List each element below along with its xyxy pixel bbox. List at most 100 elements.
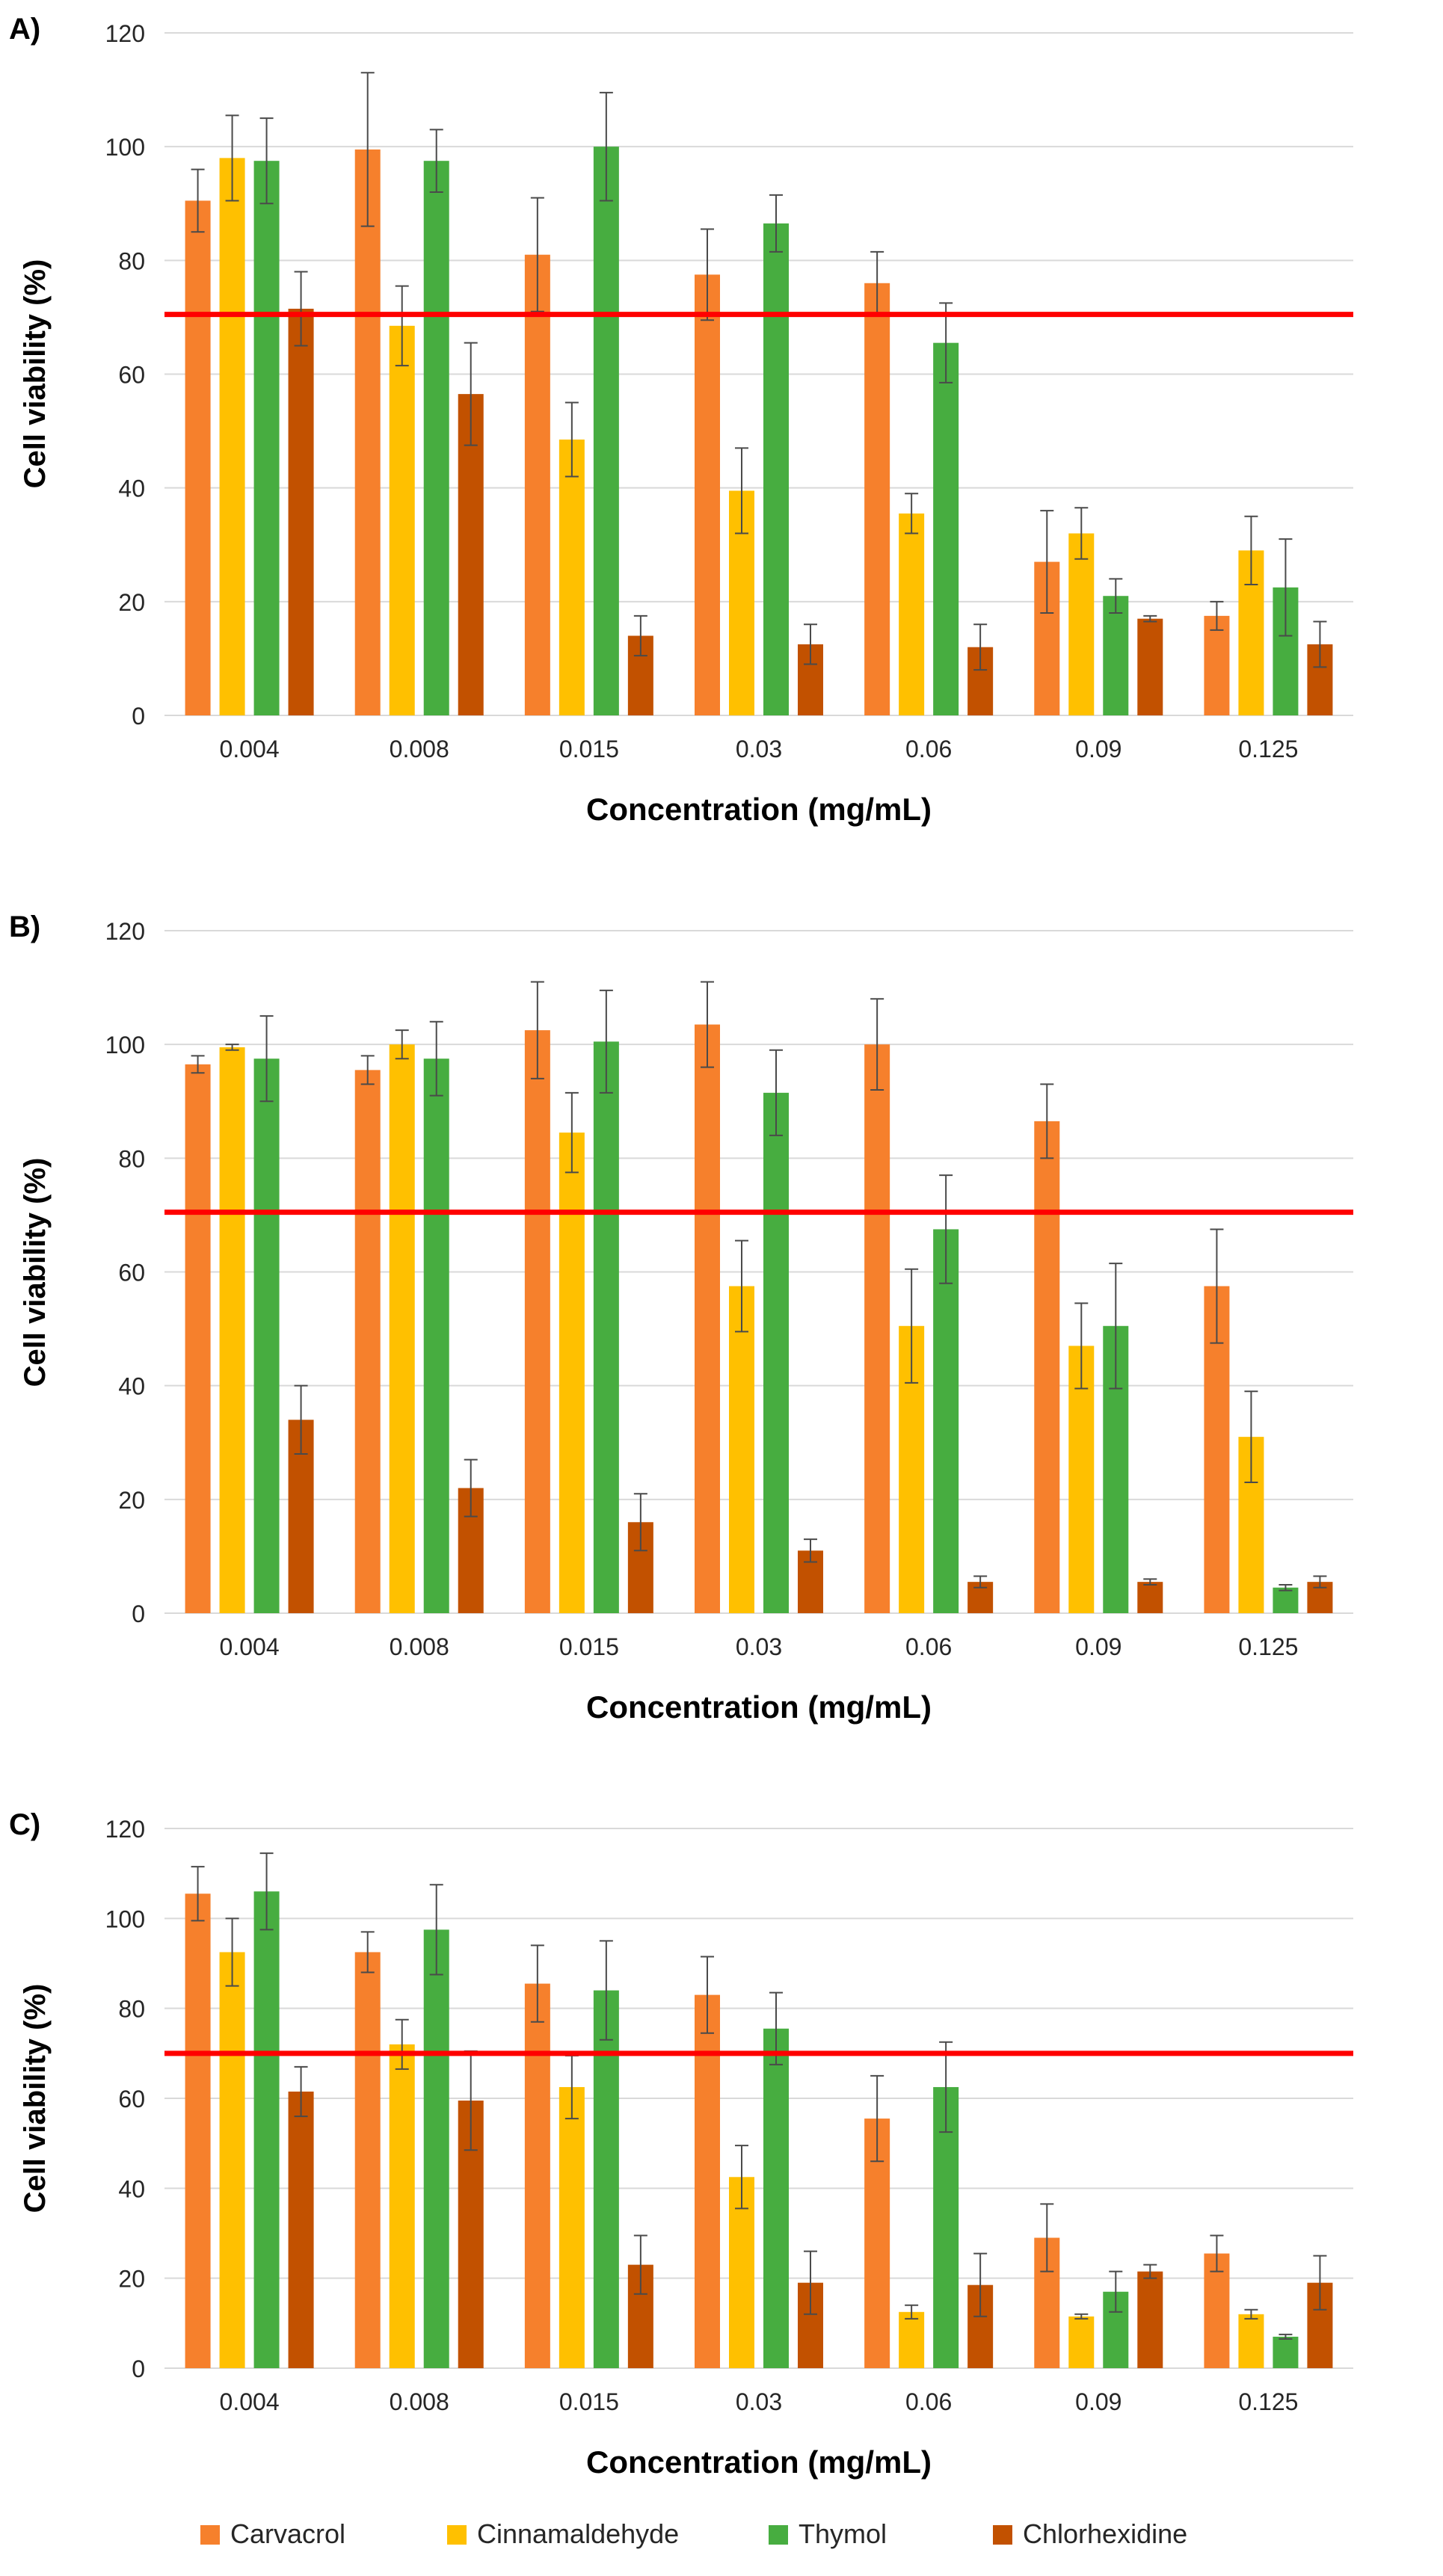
bar-cinnamaldehyde-0-09	[1068, 1346, 1095, 1613]
error-bar-carvacrol-0-125	[1210, 1228, 1224, 1344]
bar-cinnamaldehyde-0-015	[559, 2086, 585, 2368]
y-tick-label: 60	[118, 1260, 145, 1287]
error-bar-chlorhexidine-0-125	[1313, 620, 1327, 668]
error-bar-cinnamaldehyde-0-125	[1244, 515, 1258, 586]
error-bar-carvacrol-0-125	[1210, 2234, 1224, 2273]
error-bar-chlorhexidine-0-004	[294, 2065, 308, 2118]
error-bar-carvacrol-0-015	[530, 197, 544, 312]
x-axis-label: Concentration (mg/mL)	[586, 2444, 932, 2480]
y-tick-label: 40	[118, 475, 145, 502]
panel-label: B)	[9, 910, 40, 943]
error-bar-carvacrol-0-09	[1040, 2203, 1054, 2273]
error-bar-carvacrol-0-008	[360, 1055, 375, 1085]
x-tick-label: 0.008	[390, 2388, 449, 2415]
error-bar-thymol-0-004	[259, 117, 274, 205]
error-bar-thymol-0-03	[769, 194, 783, 253]
error-bar-carvacrol-0-09	[1040, 1083, 1054, 1159]
y-tick-label: 100	[105, 1905, 145, 1932]
error-bar-cinnamaldehyde-0-09	[1074, 507, 1089, 560]
error-bar-cinnamaldehyde-0-09	[1074, 2313, 1089, 2320]
bar-thymol-0-004	[253, 1059, 280, 1613]
error-bar-carvacrol-0-008	[360, 72, 375, 227]
error-bar-thymol-0-015	[599, 1940, 613, 2041]
y-tick-label: 80	[118, 1145, 145, 1172]
bar-carvacrol-0-008	[354, 1952, 381, 2368]
x-tick-label: 0.03	[736, 736, 782, 762]
y-axis-label: Cell viability (%)	[19, 1158, 52, 1387]
bar-thymol-0-125	[1273, 2336, 1299, 2368]
bar-cinnamaldehyde-0-004	[219, 1047, 245, 1613]
error-bar-carvacrol-0-015	[530, 1944, 544, 2023]
bar-thymol-0-004	[253, 1891, 280, 2368]
x-axis-label: Concentration (mg/mL)	[586, 792, 932, 827]
bar-thymol-0-09	[1103, 596, 1129, 715]
error-bar-chlorhexidine-0-008	[464, 342, 478, 446]
bar-thymol-0-008	[423, 1059, 449, 1613]
bar-carvacrol-0-008	[354, 1070, 381, 1613]
error-bar-chlorhexidine-0-06	[973, 2252, 988, 2317]
error-bar-cinnamaldehyde-0-004	[225, 114, 239, 202]
error-bar-chlorhexidine-0-015	[633, 614, 647, 657]
bar-carvacrol-0-125	[1204, 615, 1230, 715]
error-bar-thymol-0-004	[259, 1852, 274, 1931]
x-tick-label: 0.008	[390, 1633, 449, 1660]
error-bar-chlorhexidine-0-09	[1143, 1578, 1157, 1586]
error-bar-carvacrol-0-004	[191, 1055, 205, 1074]
error-bar-chlorhexidine-0-015	[633, 1493, 647, 1552]
bar-cinnamaldehyde-0-06	[899, 2311, 925, 2368]
bar-cinnamaldehyde-0-03	[729, 1286, 754, 1613]
legend-item-carvacrol: Carvacrol	[200, 2518, 345, 2549]
y-tick-label: 120	[105, 20, 145, 47]
x-axis-label: Concentration (mg/mL)	[586, 1689, 932, 1725]
bar-cinnamaldehyde-0-06	[899, 513, 925, 715]
y-tick-label: 40	[118, 2175, 145, 2202]
y-tick-label: 80	[118, 247, 145, 274]
x-tick-label: 0.125	[1238, 2388, 1298, 2415]
error-bar-thymol-0-125	[1279, 538, 1293, 637]
bar-chlorhexidine-0-09	[1137, 1582, 1163, 1613]
x-tick-label: 0.06	[905, 1633, 952, 1660]
x-tick-label: 0.004	[220, 2388, 280, 2415]
error-bar-cinnamaldehyde-0-015	[564, 401, 579, 478]
chart-panels: 0 20 40 60 80 100 120 A) Cell viability (%) 0.004…	[9, 13, 1353, 2480]
bar-chlorhexidine-0-004	[288, 309, 314, 716]
x-tick-label: 0.03	[736, 2388, 782, 2415]
error-bar-thymol-0-06	[939, 2041, 953, 2133]
error-bar-cinnamaldehyde-0-09	[1074, 1302, 1089, 1390]
error-bar-thymol-0-004	[259, 1015, 274, 1103]
error-bar-chlorhexidine-0-008	[464, 1458, 478, 1517]
bar-thymol-0-06	[933, 2086, 959, 2368]
bar-thymol-0-03	[763, 223, 789, 716]
error-bar-chlorhexidine-0-004	[294, 1384, 308, 1455]
error-bar-cinnamaldehyde-0-008	[395, 285, 409, 367]
bar-thymol-0-008	[423, 161, 449, 715]
panel-c: 0 20 40 60 80 100 120 C) Cell viability (%) 0.004…	[9, 1808, 1353, 2480]
error-bar-thymol-0-06	[939, 1174, 953, 1284]
bar-chlorhexidine-0-09	[1137, 618, 1163, 715]
error-bar-cinnamaldehyde-0-125	[1244, 1390, 1258, 1484]
bar-carvacrol-0-015	[524, 1983, 550, 2368]
bar-thymol-0-008	[423, 1929, 449, 2368]
error-bar-carvacrol-0-125	[1210, 600, 1224, 631]
bar-cinnamaldehyde-0-008	[389, 2044, 415, 2368]
x-tick-label: 0.09	[1075, 2388, 1122, 2415]
panel-b: 0 20 40 60 80 100 120 B) Cell viability (%) 0.004…	[9, 910, 1353, 1725]
bar-thymol-0-06	[933, 342, 959, 715]
y-tick-label: 120	[105, 918, 145, 945]
y-tick-label: 60	[118, 362, 145, 389]
error-bar-thymol-0-015	[599, 91, 613, 202]
error-bar-chlorhexidine-0-125	[1313, 1575, 1327, 1589]
y-tick-label: 0	[132, 703, 145, 730]
error-bar-thymol-0-008	[429, 1020, 443, 1097]
bar-carvacrol-0-09	[1034, 1121, 1060, 1613]
bar-carvacrol-0-004	[185, 1064, 211, 1613]
bar-cinnamaldehyde-0-015	[559, 1133, 585, 1613]
bar-carvacrol-0-015	[524, 1030, 550, 1613]
bar-chlorhexidine-0-09	[1137, 2271, 1163, 2368]
panel-label: A)	[9, 13, 40, 46]
bar-thymol-0-015	[593, 1990, 619, 2368]
x-tick-label: 0.09	[1075, 736, 1122, 762]
legend-label: Thymol	[799, 2518, 887, 2549]
error-bar-cinnamaldehyde-0-03	[735, 1239, 748, 1333]
error-bar-chlorhexidine-0-03	[804, 623, 817, 665]
